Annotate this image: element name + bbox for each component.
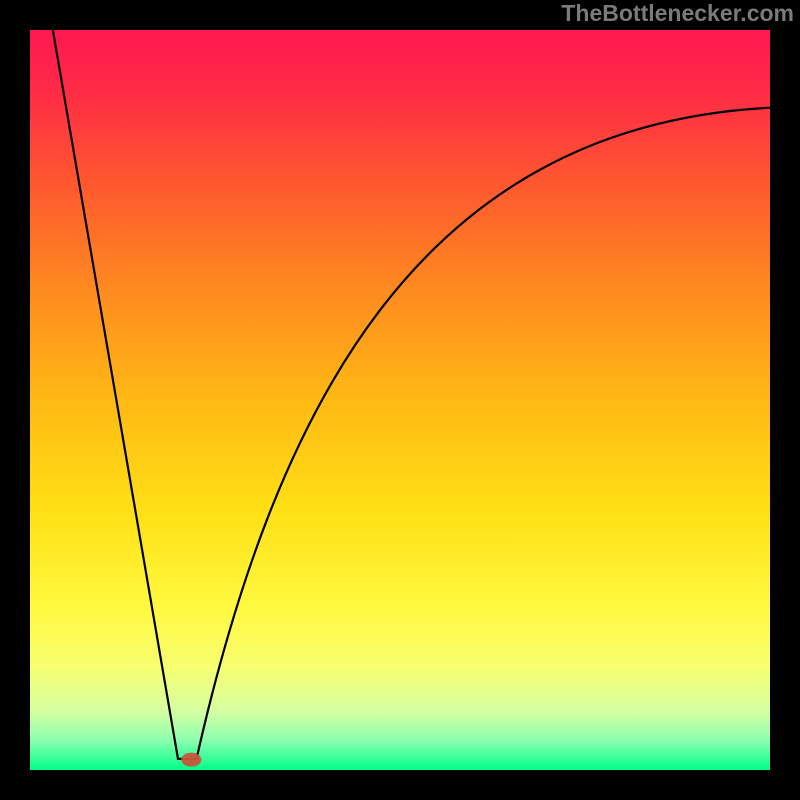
watermark-text: TheBottlenecker.com: [561, 0, 794, 27]
plot-background: [30, 30, 770, 770]
chart-frame: TheBottlenecker.com: [0, 0, 800, 800]
optimal-point-marker: [181, 753, 201, 767]
chart-svg: [0, 0, 800, 800]
